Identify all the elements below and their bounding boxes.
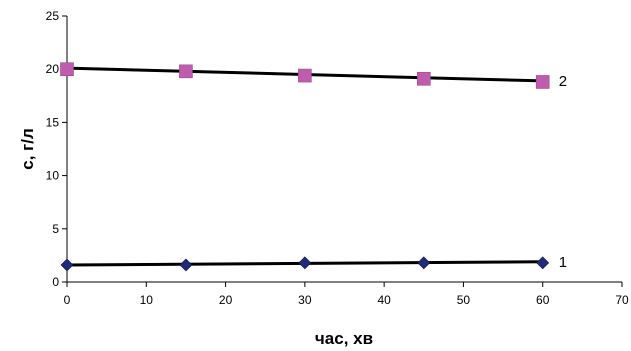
- x-tick-label: 50: [457, 293, 471, 307]
- x-tick-label: 20: [219, 293, 233, 307]
- data-point-series-2: [535, 75, 550, 89]
- x-tick-label: 0: [64, 293, 71, 307]
- series-labels: 12: [559, 73, 567, 271]
- data-point-series-1: [179, 258, 193, 272]
- x-axis-title: час, хв: [315, 329, 373, 348]
- x-tick-label: 40: [377, 293, 391, 307]
- y-tick-label: 15: [46, 115, 60, 129]
- data-point-series-2: [60, 62, 74, 77]
- y-axis-title: с, г/л: [18, 128, 37, 170]
- data-point-series-2: [298, 68, 312, 83]
- data-point-series-2: [416, 71, 431, 86]
- data-point-series-1: [60, 258, 74, 272]
- data-point-series-1: [417, 256, 431, 270]
- x-tick-label: 30: [298, 293, 312, 307]
- y-tick-label: 5: [52, 222, 59, 236]
- y-tick-label: 25: [46, 9, 60, 23]
- series-label: 1: [559, 254, 567, 271]
- trendlines: [66, 66, 543, 267]
- x-tick-label: 10: [140, 293, 154, 307]
- tick-labels: 0 5 10 15 20 25 0 10 20 30 40 50 60 70: [46, 9, 629, 307]
- data-points: [60, 62, 550, 272]
- data-point-series-2: [179, 64, 193, 79]
- series-label: 2: [559, 73, 567, 90]
- x-tick-label: 70: [615, 293, 629, 307]
- y-tick-label: 10: [46, 169, 60, 183]
- data-point-series-1: [536, 256, 550, 270]
- axes: [62, 15, 623, 287]
- x-tick-label: 60: [536, 293, 550, 307]
- y-tick-label: 20: [46, 62, 60, 76]
- y-tick-label: 0: [52, 275, 59, 289]
- data-point-series-1: [298, 256, 312, 270]
